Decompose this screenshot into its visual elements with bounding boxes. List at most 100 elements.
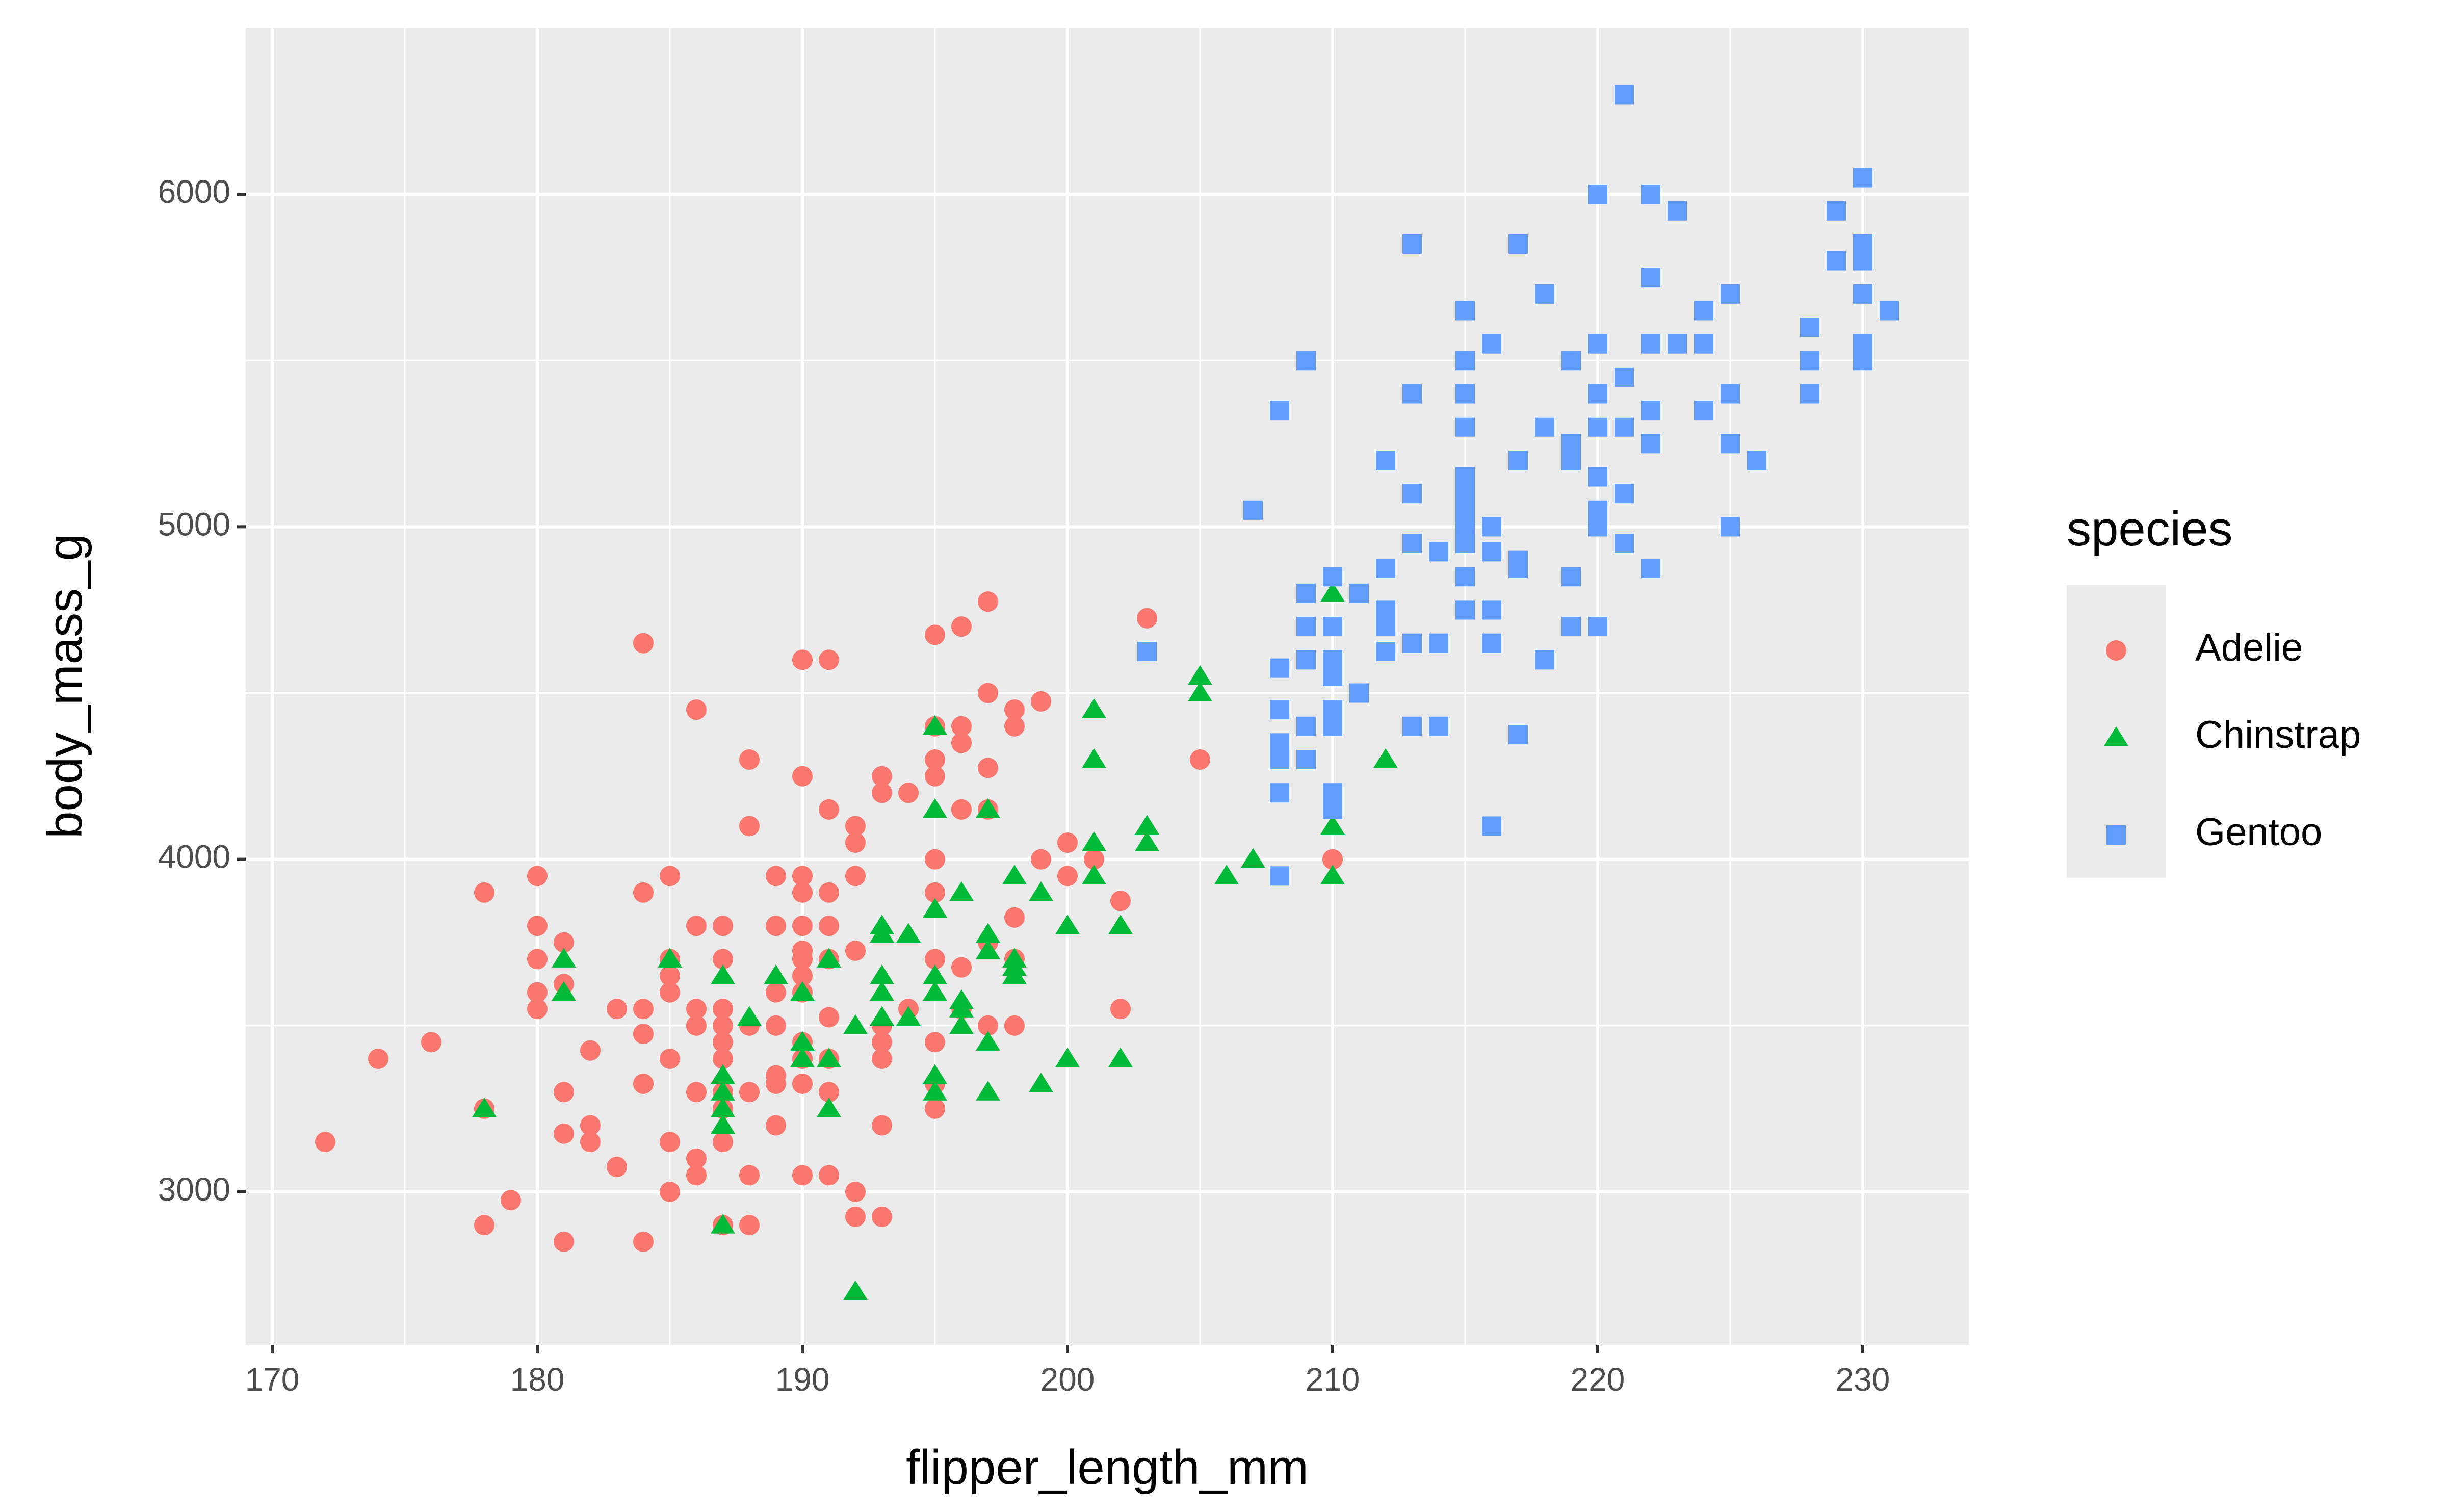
point-adelie [766, 916, 786, 936]
point-adelie [766, 1073, 786, 1094]
point-chinstrap [923, 1064, 947, 1084]
point-adelie [554, 1123, 574, 1144]
point-adelie [660, 982, 680, 1003]
x-axis-title: flipper_length_mm [906, 1440, 1309, 1495]
point-adelie [925, 949, 945, 970]
point-adelie [925, 766, 945, 787]
point-adelie [1190, 749, 1210, 770]
point-gentoo [1827, 251, 1846, 271]
point-gentoo [1694, 401, 1713, 421]
point-adelie [925, 749, 945, 770]
point-gentoo [1296, 583, 1316, 603]
point-gentoo [1137, 642, 1157, 662]
point-adelie [527, 949, 548, 970]
point-adelie [739, 1165, 760, 1186]
point-gentoo [1800, 384, 1819, 404]
point-adelie [766, 1015, 786, 1036]
point-adelie [792, 866, 813, 887]
point-chinstrap [976, 940, 1000, 959]
point-gentoo [1323, 783, 1342, 803]
point-chinstrap [711, 1097, 735, 1117]
point-adelie [1031, 691, 1051, 712]
y-axis: 3000 4000 5000 6000 [158, 173, 246, 1208]
point-gentoo [1588, 517, 1607, 537]
point-gentoo [1588, 417, 1607, 437]
point-adelie [633, 1231, 654, 1252]
x-tick-label: 180 [510, 1361, 565, 1398]
point-chinstrap [949, 1014, 974, 1034]
point-adelie [845, 816, 866, 837]
point-gentoo [1561, 567, 1581, 587]
x-tick-label: 220 [1571, 1361, 1625, 1398]
point-chinstrap [1241, 848, 1265, 868]
point-chinstrap [790, 981, 815, 1001]
point-gentoo [1455, 484, 1475, 504]
point-gentoo [1376, 558, 1395, 578]
point-adelie [978, 758, 998, 778]
point-chinstrap [923, 898, 947, 918]
point-chinstrap [1029, 1072, 1053, 1092]
point-chinstrap [843, 1014, 868, 1034]
point-chinstrap [817, 948, 841, 968]
minor-gridlines [246, 28, 1969, 1345]
point-chinstrap [711, 1064, 735, 1084]
x-tick-label: 190 [775, 1361, 830, 1398]
legend-keys [2104, 640, 2128, 845]
point-gentoo [1455, 351, 1475, 371]
point-chinstrap [1082, 698, 1106, 718]
point-adelie [686, 1082, 707, 1103]
point-gentoo [1853, 168, 1872, 188]
point-gentoo [1694, 301, 1713, 321]
point-gentoo [1402, 484, 1422, 504]
point-adelie [633, 1024, 654, 1045]
point-gentoo [1800, 318, 1819, 337]
x-axis: 170 180 190 200 210 220 230 [245, 1345, 1890, 1398]
point-chinstrap [976, 1031, 1000, 1051]
point-adelie [527, 982, 548, 1003]
point-chinstrap [1320, 582, 1345, 602]
point-adelie [580, 1040, 601, 1061]
point-adelie [554, 1231, 574, 1252]
point-gentoo [1641, 434, 1660, 454]
series-adelie [315, 591, 1343, 1252]
point-gentoo [1323, 716, 1342, 736]
y-tick-label: 3000 [158, 1171, 230, 1208]
y-tick-label: 5000 [158, 506, 230, 542]
point-adelie [925, 849, 945, 870]
point-adelie [554, 1082, 574, 1103]
point-adelie [951, 957, 972, 978]
x-tick-label: 210 [1306, 1361, 1360, 1398]
point-gentoo [1615, 417, 1634, 437]
point-gentoo [1270, 733, 1289, 753]
point-gentoo [1588, 384, 1607, 404]
point-gentoo [1615, 534, 1634, 554]
point-adelie [421, 1032, 441, 1053]
point-adelie [792, 916, 813, 936]
point-adelie [527, 916, 548, 936]
point-adelie [739, 816, 760, 837]
point-chinstrap [949, 998, 974, 1018]
point-gentoo [1323, 567, 1342, 587]
point-gentoo [1243, 500, 1263, 520]
point-gentoo [1482, 517, 1501, 537]
point-gentoo [1853, 334, 1872, 354]
point-adelie [978, 683, 998, 703]
point-adelie [660, 1049, 680, 1070]
point-gentoo [1508, 234, 1528, 254]
point-adelie [633, 1073, 654, 1094]
point-gentoo [1853, 251, 1872, 271]
point-adelie [872, 766, 892, 787]
legend-label-adelie: Adelie [2195, 626, 2303, 669]
point-adelie [686, 999, 707, 1020]
point-chinstrap [1320, 865, 1345, 884]
point-adelie [845, 832, 866, 853]
point-adelie [792, 949, 813, 970]
point-gentoo [1402, 384, 1422, 404]
point-gentoo [1376, 617, 1395, 637]
point-adelie [713, 1032, 733, 1053]
point-gentoo [1588, 500, 1607, 520]
point-gentoo [1721, 384, 1740, 404]
point-adelie [633, 882, 654, 903]
point-gentoo [1721, 517, 1740, 537]
point-adelie [660, 1181, 680, 1202]
